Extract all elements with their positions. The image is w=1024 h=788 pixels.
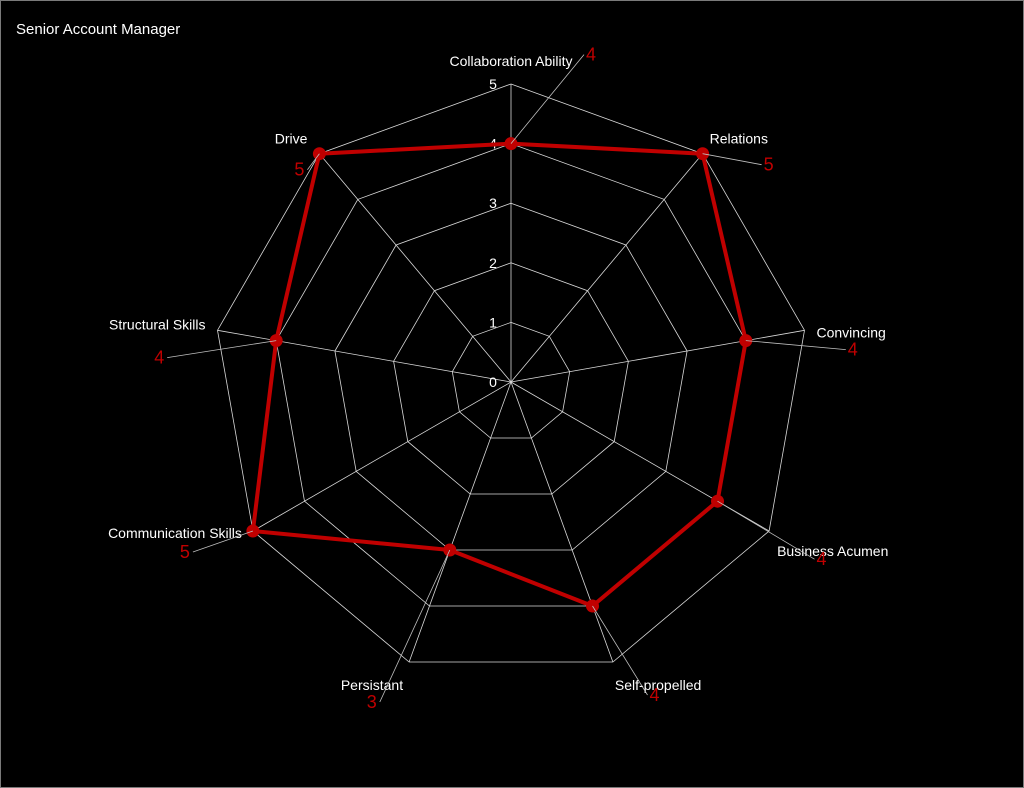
data-labels: 4 5 4 4 4 3 5 4 5 — [154, 45, 858, 712]
data-label-leader-5 — [379, 549, 451, 703]
data-label-leader-2 — [745, 340, 846, 350]
grid-ring-3 — [334, 202, 688, 551]
spoke-7 — [217, 329, 512, 383]
data-label-leader-3 — [717, 500, 815, 560]
data-label-leader-8 — [307, 153, 320, 170]
series-line — [250, 141, 748, 608]
spoke-4 — [510, 381, 614, 663]
tick-label-2: 2 — [489, 255, 497, 271]
grid-ring-2 — [393, 262, 629, 495]
data-label-3: 4 — [816, 549, 826, 569]
spoke-5 — [408, 381, 512, 663]
axis-label-8: Drive — [275, 131, 308, 147]
data-label-leader-6 — [192, 530, 254, 553]
data-label-4: 4 — [649, 685, 659, 705]
data-label-6: 5 — [180, 542, 190, 562]
data-label-leader-7 — [167, 340, 277, 358]
data-label-5: 3 — [367, 692, 377, 712]
data-label-leader-4 — [592, 605, 648, 696]
data-label-7: 4 — [154, 348, 164, 368]
axis-label-5: Persistant — [341, 677, 403, 693]
grid-ring-5 — [217, 83, 805, 663]
axis-label-3: Business Acumen — [777, 543, 888, 559]
axis-label-6: Communication Skills — [108, 525, 242, 541]
series-layer — [246, 137, 753, 613]
tick-label-3: 3 — [489, 195, 497, 211]
chart-title: Senior Account Manager — [16, 21, 181, 38]
axis-labels: Collaboration Ability Relations Convincing… — [108, 53, 888, 693]
grid-layer — [217, 83, 805, 663]
spoke-1 — [510, 153, 703, 383]
data-label-leader-0 — [510, 54, 585, 144]
spoke-8 — [319, 153, 512, 383]
data-label-2: 4 — [848, 340, 858, 360]
data-label-8: 5 — [294, 160, 304, 180]
axis-label-0: Collaboration Ability — [450, 53, 573, 69]
grid-ring-4 — [275, 143, 747, 607]
tick-label-0: 0 — [489, 374, 497, 390]
data-label-1: 5 — [764, 155, 774, 175]
data-label-leader-1 — [702, 153, 762, 166]
spoke-6 — [252, 381, 512, 532]
axis-label-7: Structural Skills — [109, 316, 205, 332]
grid-ring-1 — [451, 321, 571, 439]
axis-label-4: Self-propelled — [615, 677, 701, 693]
axis-label-2: Convincing — [817, 324, 886, 340]
spoke-2 — [510, 329, 805, 383]
data-label-0: 4 — [586, 45, 596, 65]
axis-label-1: Relations — [710, 131, 768, 147]
tick-label-1: 1 — [489, 314, 497, 330]
tick-label-5: 5 — [489, 76, 497, 92]
